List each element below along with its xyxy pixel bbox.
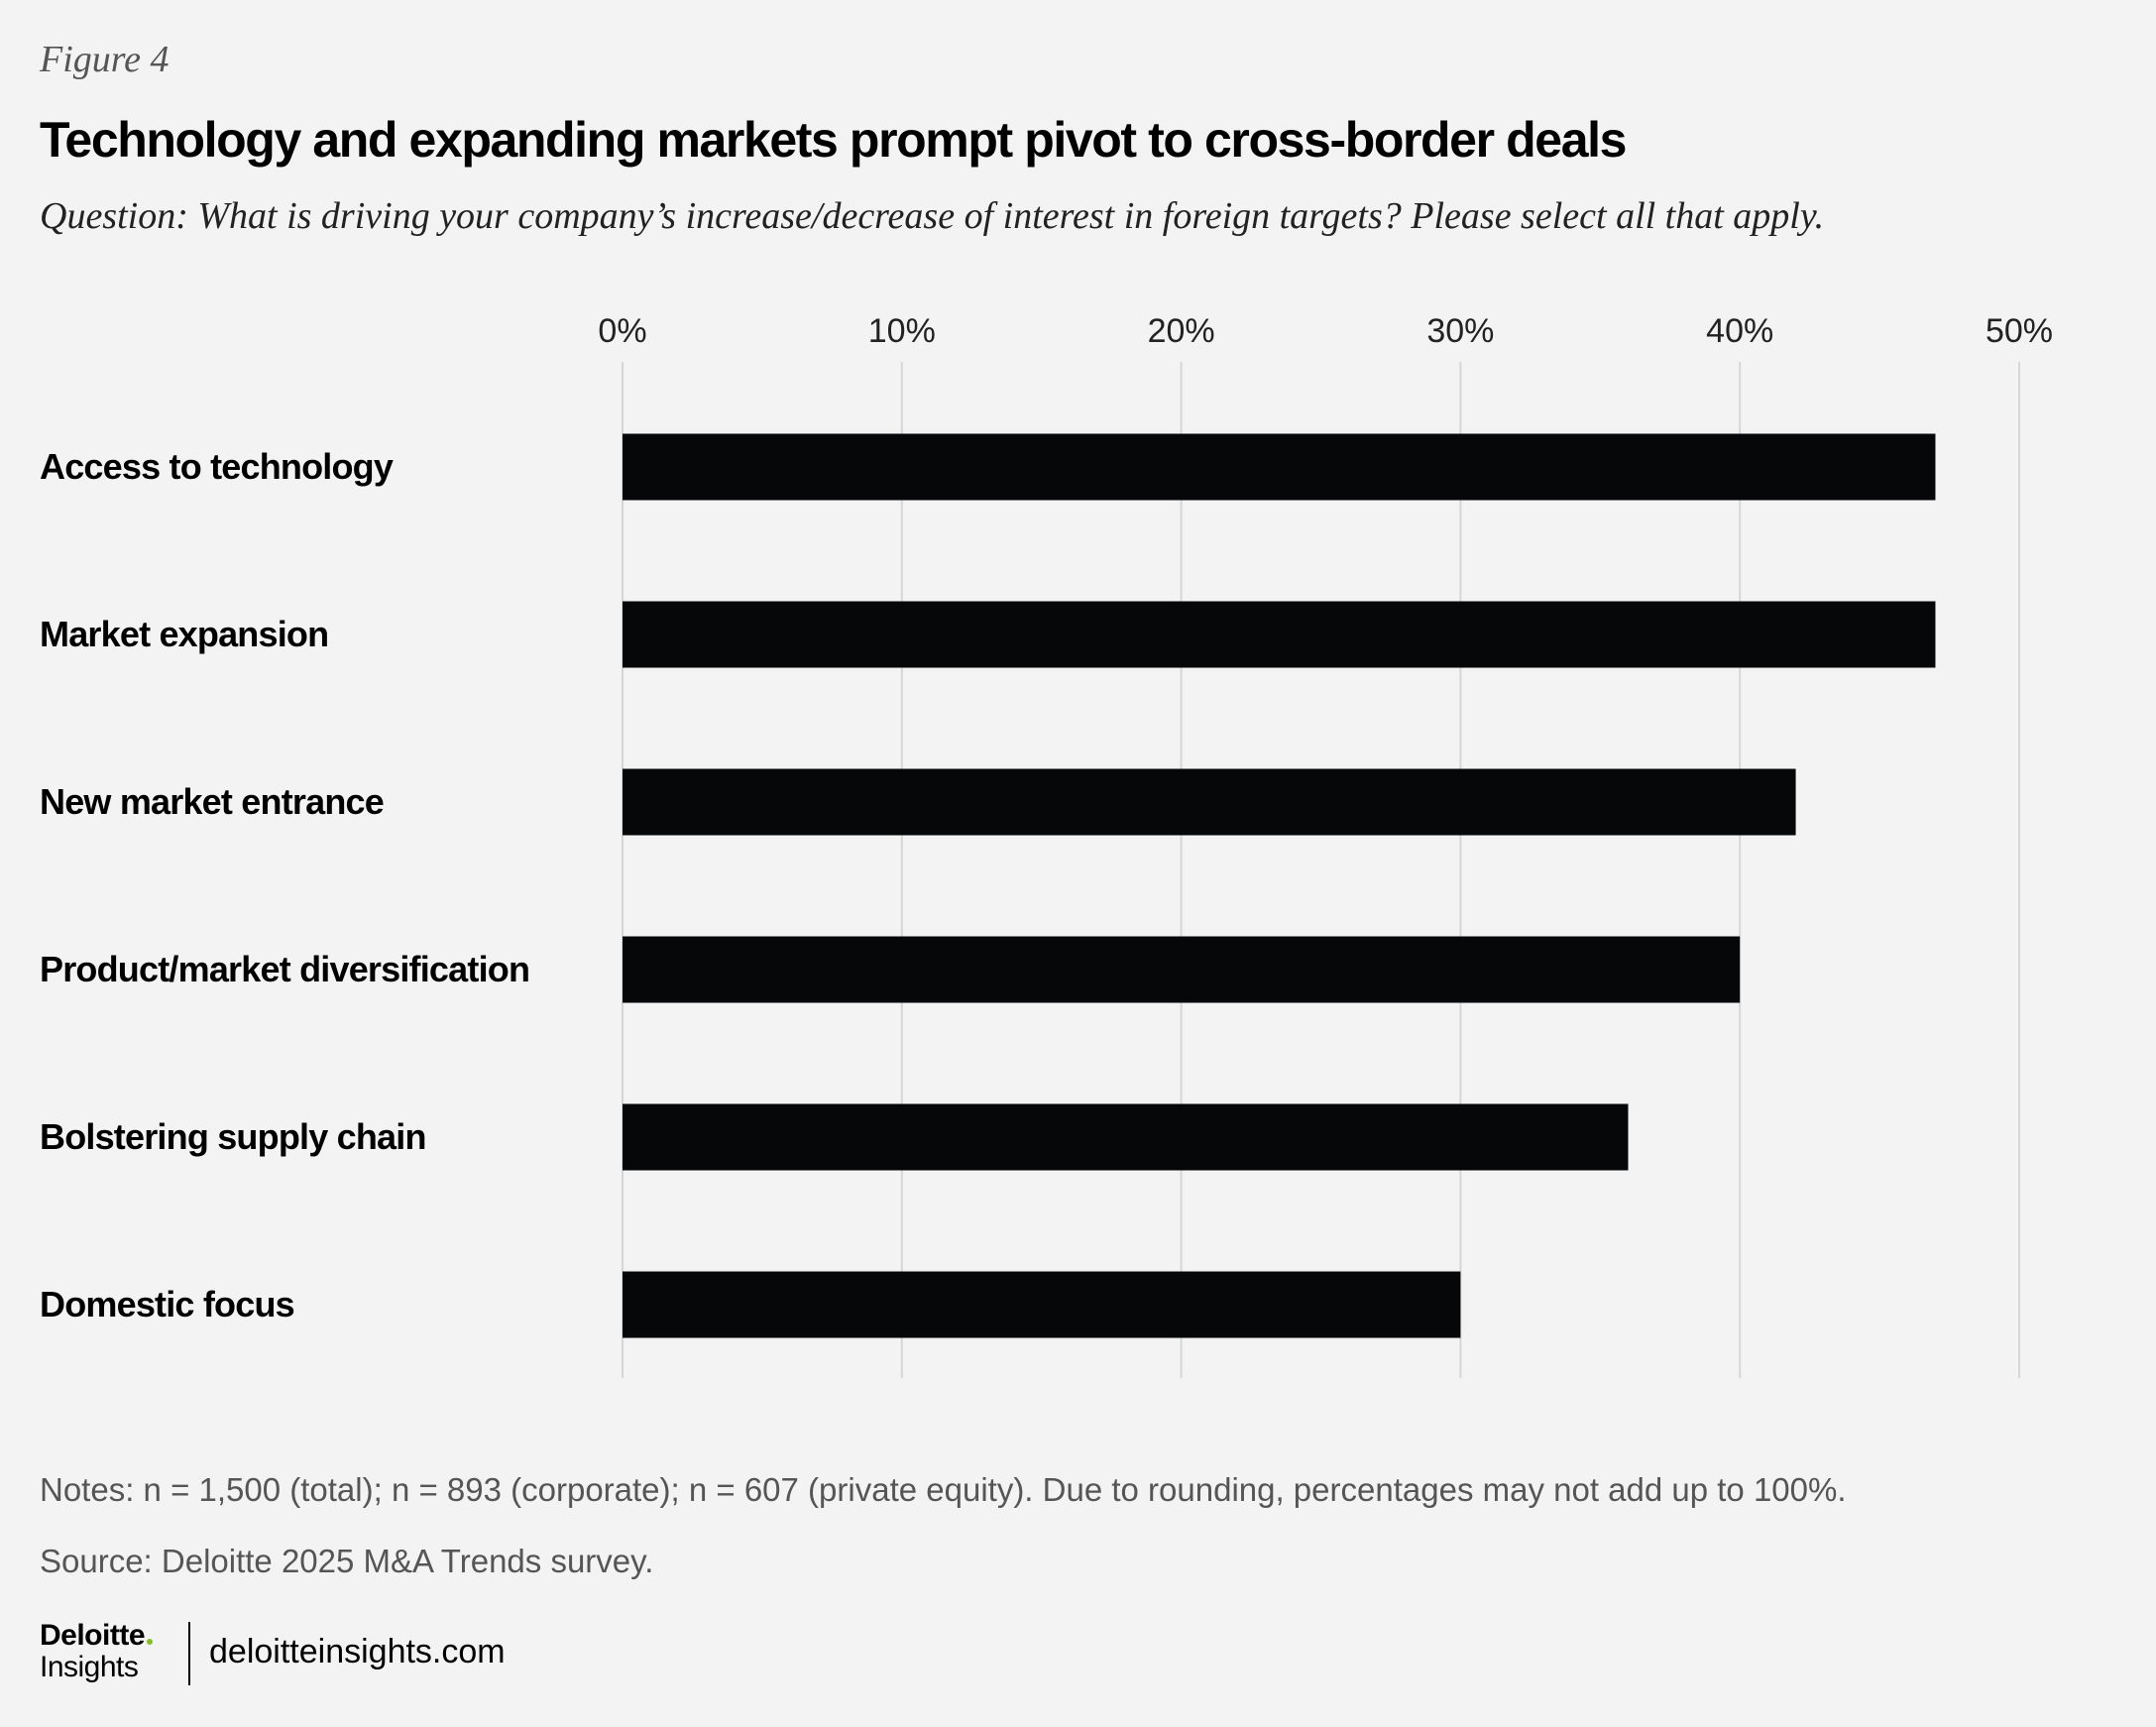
survey-question: Question: What is driving your company’s…	[40, 195, 1825, 237]
chart-title: Technology and expanding markets prompt …	[40, 112, 1627, 168]
bar	[623, 936, 1741, 1003]
bar	[623, 1271, 1461, 1338]
category-label: Domestic focus	[40, 1284, 294, 1324]
category-label: Bolstering supply chain	[40, 1116, 426, 1157]
category-label: Market expansion	[40, 614, 328, 654]
category-label: New market entrance	[40, 781, 384, 822]
category-label: Access to technology	[40, 446, 394, 487]
bar	[623, 433, 1936, 501]
x-tick-label: 20%	[1148, 312, 1215, 350]
logo-brand-text: Deloitte	[40, 1619, 146, 1652]
chart-notes: Notes: n = 1,500 (total); n = 893 (corpo…	[40, 1471, 1847, 1508]
category-label: Product/market diversification	[40, 949, 529, 989]
bar	[623, 768, 1796, 836]
figure-label: Figure 4	[40, 39, 170, 80]
bar-chart: 0% 10% 20% 30% 40% 50% Access to technology Mar…	[40, 312, 2053, 1378]
logo-green-dot	[147, 1639, 154, 1645]
x-tick-label: 30%	[1426, 312, 1494, 350]
bar	[623, 1103, 1629, 1171]
x-tick-label: 0%	[598, 312, 646, 350]
x-tick-label: 40%	[1706, 312, 1773, 350]
bar	[623, 601, 1936, 668]
website-link[interactable]: deloitteinsights.com	[209, 1633, 506, 1670]
logo-divider	[188, 1622, 190, 1685]
chart-source: Source: Deloitte 2025 M&A Trends survey.	[40, 1543, 654, 1579]
x-tick-label: 50%	[1986, 312, 2053, 350]
deloitte-insights-logo: Deloitte Insights	[40, 1619, 154, 1683]
logo-sub-text: Insights	[40, 1651, 139, 1683]
x-tick-label: 10%	[868, 312, 936, 350]
